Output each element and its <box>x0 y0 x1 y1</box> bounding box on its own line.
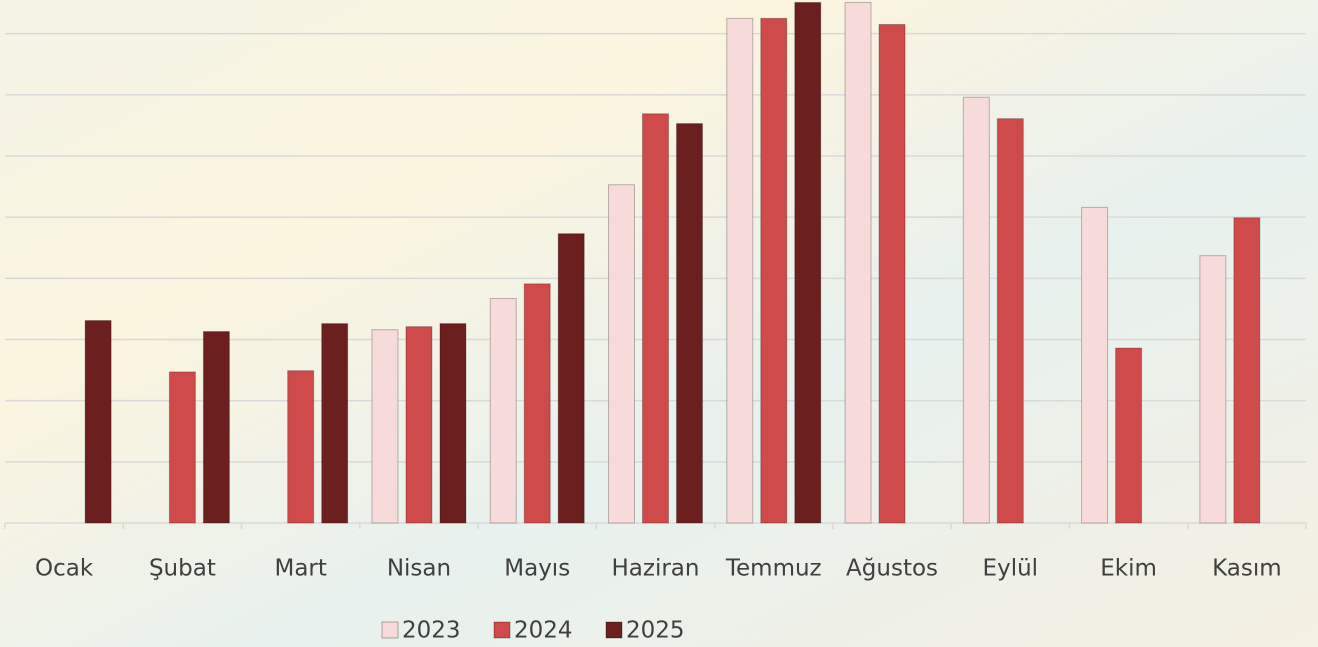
bar <box>439 323 467 524</box>
x-tick-label: Mart <box>274 556 326 582</box>
bar <box>405 326 433 524</box>
bar <box>168 371 196 524</box>
x-tick-label: Eylül <box>983 556 1039 582</box>
bar <box>676 123 703 524</box>
x-tick-label: Kasım <box>1212 556 1282 582</box>
legend-swatch <box>605 621 623 639</box>
bar <box>996 118 1024 524</box>
x-tick-label: Ağustos <box>846 556 938 582</box>
bar <box>321 323 349 524</box>
bar <box>844 1 872 524</box>
bar <box>489 298 517 524</box>
x-tick-label: Temmuz <box>725 556 822 582</box>
x-tick-label: Ocak <box>35 556 94 582</box>
bar <box>962 96 990 524</box>
bar <box>726 17 754 524</box>
bar <box>1199 255 1227 524</box>
bar <box>608 184 635 524</box>
bar <box>287 370 315 524</box>
bar <box>760 17 788 524</box>
bar <box>202 331 230 524</box>
bar <box>878 23 906 524</box>
bar <box>557 233 585 524</box>
legend-swatch <box>493 621 511 639</box>
bar <box>1233 217 1261 524</box>
bar <box>371 329 399 524</box>
x-tick-label: Mayıs <box>504 556 570 582</box>
bar <box>794 1 822 524</box>
x-tick-label: Ekim <box>1100 556 1157 582</box>
x-tick-label: Şubat <box>149 556 216 582</box>
bar <box>84 320 112 524</box>
legend-swatch <box>381 621 399 639</box>
bar <box>1115 347 1143 524</box>
legend-label: 2025 <box>626 618 685 644</box>
x-tick-label: Haziran <box>612 556 700 582</box>
x-tick-label: Nisan <box>387 556 451 582</box>
bar <box>523 283 551 524</box>
legend-label: 2024 <box>514 618 573 644</box>
bar <box>1081 206 1109 524</box>
bar <box>642 113 669 524</box>
legend-label: 2023 <box>402 618 461 644</box>
